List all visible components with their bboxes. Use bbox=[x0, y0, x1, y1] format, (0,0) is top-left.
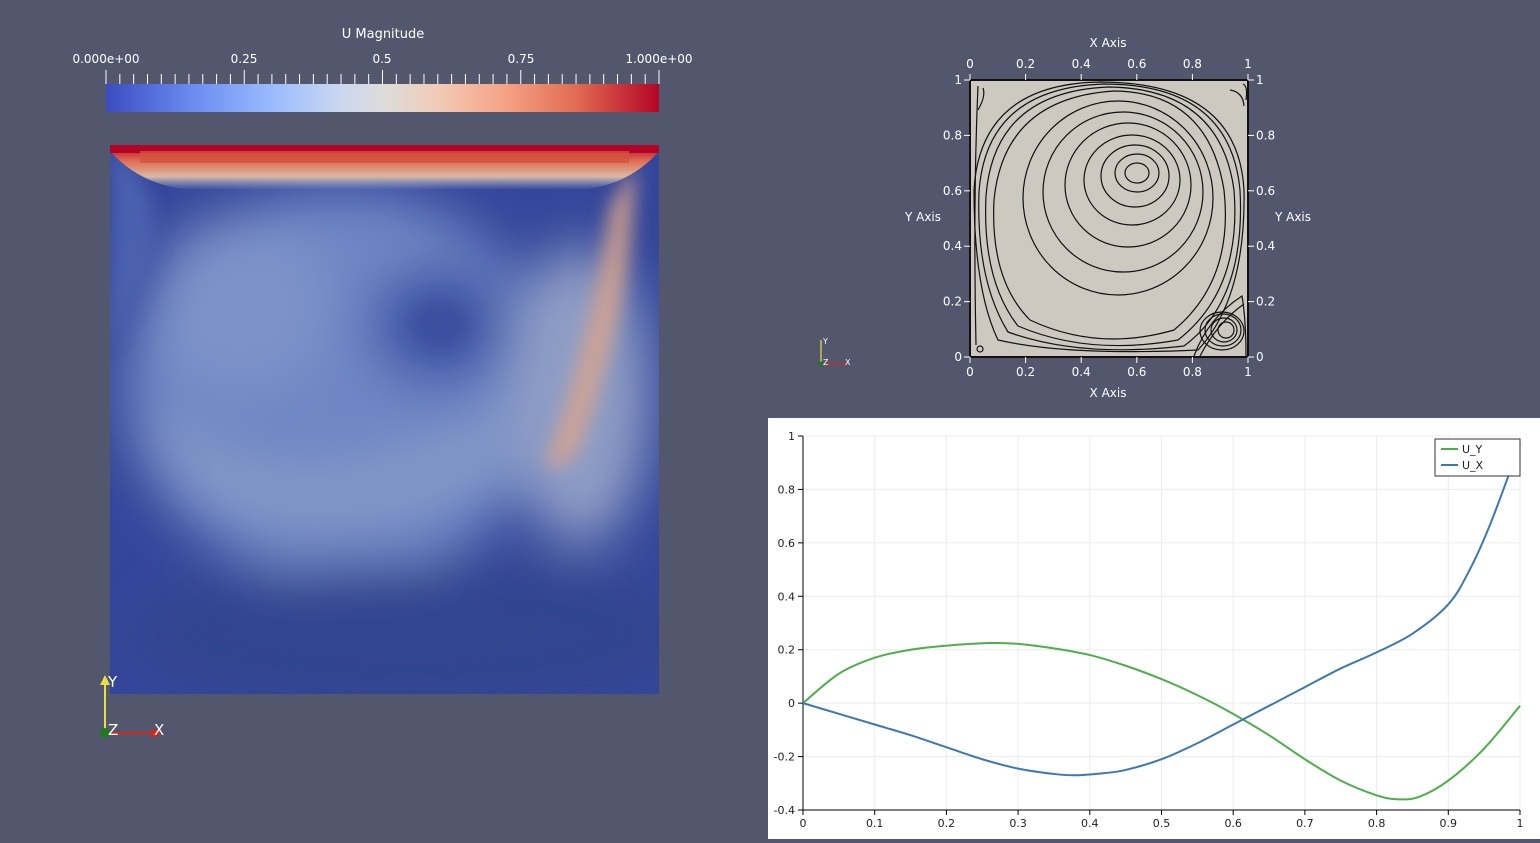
colorbar-label-075: 0.75 bbox=[507, 52, 535, 66]
x-tick-label-bottom: 1 bbox=[1244, 365, 1252, 379]
x-tick-label-bottom: 0.6 bbox=[1127, 365, 1146, 379]
colorbar-min-label: 0.000e+00 bbox=[72, 52, 140, 66]
stream-orientation-z: Z bbox=[823, 358, 829, 367]
x-tick-label-bottom: 0.4 bbox=[1072, 365, 1091, 379]
orientation-axes: Y Z X bbox=[100, 673, 164, 739]
y-axis-tick-label: -0.2 bbox=[774, 751, 795, 764]
y-tick-label-left: 0 bbox=[954, 350, 962, 364]
orientation-y-label: Y bbox=[107, 673, 118, 691]
y-tick-label-right: 0.2 bbox=[1256, 295, 1275, 309]
left-axis-title: Y Axis bbox=[904, 210, 941, 224]
x-axis-tick-label: 0.7 bbox=[1296, 817, 1314, 830]
series-line-u-y bbox=[802, 641, 1521, 801]
stream-orientation-x: X bbox=[845, 358, 851, 367]
y-axis-tick-label: 0 bbox=[788, 697, 795, 710]
streamlines bbox=[973, 81, 1248, 357]
y-tick-label-left: 0.4 bbox=[943, 239, 962, 253]
x-axis-tick-label: 0 bbox=[800, 817, 807, 830]
y-axis-tick-label: 0.2 bbox=[778, 644, 796, 657]
colorbar-max-label: 1.000e+00 bbox=[625, 52, 693, 66]
u-magnitude-field[interactable] bbox=[110, 145, 659, 694]
field-view[interactable]: U Magnitude 0.000e+00 0.25 0.5 0.75 1.00… bbox=[0, 0, 768, 839]
top-axis-title: X Axis bbox=[1090, 36, 1127, 50]
y-axis-tick-label: 1 bbox=[788, 430, 795, 443]
chart-legend[interactable]: U_Y U_X bbox=[1434, 438, 1521, 477]
colorbar-label-05: 0.5 bbox=[372, 52, 392, 66]
y-tick-label-left: 0.2 bbox=[943, 295, 962, 309]
colorbar-ticks bbox=[105, 70, 660, 84]
y-tick-label-right: 1 bbox=[1256, 73, 1264, 87]
x-axis-tick-label: 1 bbox=[1517, 817, 1524, 830]
legend-label-u-y: U_Y bbox=[1462, 443, 1483, 456]
colorbar-title: U Magnitude bbox=[341, 27, 425, 42]
x-axis-tick-label: 0.9 bbox=[1440, 817, 1458, 830]
streamline-domain bbox=[970, 80, 1248, 357]
y-tick-label-right: 0.8 bbox=[1256, 128, 1275, 142]
x-tick-label-bottom: 0.8 bbox=[1183, 365, 1202, 379]
x-tick-label-top: 0 bbox=[966, 57, 974, 71]
orientation-x-label: X bbox=[154, 721, 164, 739]
y-axis-tick-label: -0.4 bbox=[774, 804, 795, 817]
x-axis-tick-label: 0.3 bbox=[1009, 817, 1027, 830]
chart-series bbox=[802, 443, 1521, 801]
x-axis-tick-label: 0.2 bbox=[938, 817, 956, 830]
x-tick-label-top: 0.6 bbox=[1127, 57, 1146, 71]
right-axis-title: Y Axis bbox=[1274, 210, 1311, 224]
x-tick-label-top: 1 bbox=[1244, 57, 1252, 71]
orientation-z-label: Z bbox=[108, 721, 118, 739]
series-line-u-x bbox=[802, 443, 1521, 777]
streamline-plot[interactable]: X Axis X Axis Y Axis Y Axis bbox=[768, 0, 1540, 418]
x-tick-label-top: 0.8 bbox=[1183, 57, 1202, 71]
y-tick-label-right: 0.4 bbox=[1256, 239, 1275, 253]
line-chart[interactable]: 0 0.1 0.2 0.3 0.4 0.5 0.6 0.7 0.8 0.9 1 -0.4 -0.2 0 0.… bbox=[768, 418, 1540, 839]
streamline-view[interactable]: X Axis X Axis Y Axis Y Axis bbox=[768, 0, 1540, 418]
y-axis-tick-label: 0.4 bbox=[778, 590, 796, 603]
y-tick-label-left: 0.6 bbox=[943, 184, 962, 198]
y-tick-label-right: 0 bbox=[1256, 350, 1264, 364]
bottom-axis-title: X Axis bbox=[1090, 386, 1127, 400]
y-axis-tick-label: 0.8 bbox=[778, 483, 796, 496]
chart-axes: 0 0.1 0.2 0.3 0.4 0.5 0.6 0.7 0.8 0.9 1 -0.4 -0.2 0 0.… bbox=[774, 430, 1524, 830]
y-tick-label-left: 1 bbox=[954, 73, 962, 87]
x-tick-label-top: 0.4 bbox=[1072, 57, 1091, 71]
x-axis-tick-label: 0.8 bbox=[1368, 817, 1386, 830]
line-chart-view[interactable]: 0 0.1 0.2 0.3 0.4 0.5 0.6 0.7 0.8 0.9 1 -0.4 -0.2 0 0.… bbox=[768, 418, 1540, 839]
y-axis-tick-label: 0.6 bbox=[778, 537, 796, 550]
colorbar-label-025: 0.25 bbox=[230, 52, 258, 66]
legend-label-u-x: U_X bbox=[1462, 459, 1484, 472]
x-tick-label-bottom: 0 bbox=[966, 365, 974, 379]
y-tick-label-right: 0.6 bbox=[1256, 184, 1275, 198]
x-axis-tick-label: 0.6 bbox=[1224, 817, 1242, 830]
x-tick-label-top: 0.2 bbox=[1016, 57, 1035, 71]
x-axis-tick-label: 0.5 bbox=[1153, 817, 1171, 830]
x-axis-tick-label: 0.4 bbox=[1081, 817, 1099, 830]
chart-grid bbox=[802, 435, 1521, 811]
stream-orientation-y: Y bbox=[822, 337, 828, 346]
colorbar bbox=[106, 84, 659, 112]
x-axis-tick-label: 0.1 bbox=[866, 817, 884, 830]
x-tick-label-bottom: 0.2 bbox=[1016, 365, 1035, 379]
streamline-orientation-axes: Y Z X bbox=[818, 337, 851, 367]
y-tick-label-left: 0.8 bbox=[943, 128, 962, 142]
